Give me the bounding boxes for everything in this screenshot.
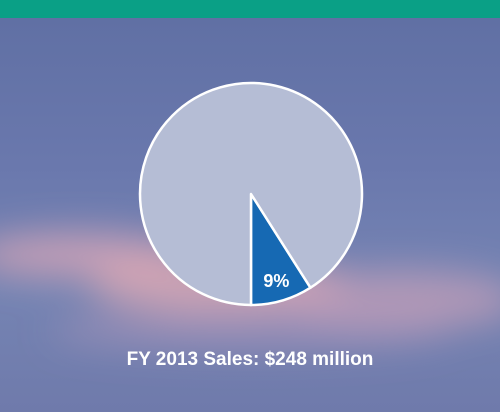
top-bar <box>0 0 500 18</box>
chart-title: FY 2013 Sales: $248 million <box>127 349 374 370</box>
screen: 9% FY 2013 Sales: $248 million <box>0 0 500 412</box>
chart: 9% FY 2013 Sales: $248 million <box>0 0 500 412</box>
slice-label: 9% <box>263 271 289 291</box>
pie: 9% <box>140 83 362 305</box>
pie-slice <box>140 83 362 305</box>
